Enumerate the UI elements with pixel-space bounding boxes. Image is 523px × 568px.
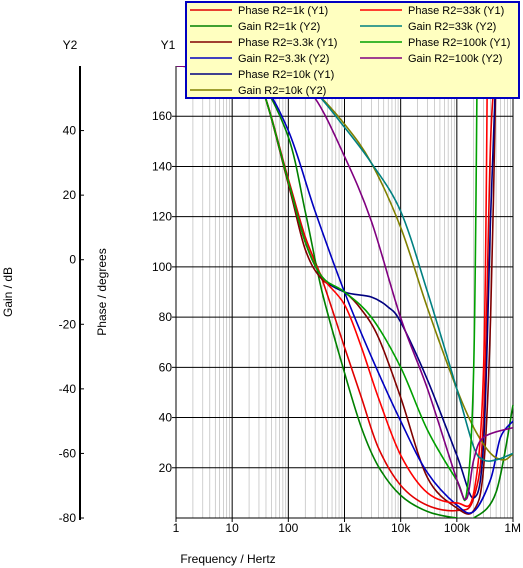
y2-tick-label: -60 xyxy=(59,446,77,460)
y1-tick-label: 100 xyxy=(152,260,172,274)
legend-label: Gain R2=3.3k (Y2) xyxy=(238,53,329,65)
legend: Phase R2=1k (Y1) Gain R2=1k (Y2) Phase R2=… xyxy=(185,1,520,99)
y1-tick-label: 20 xyxy=(159,461,173,475)
x-axis-label: Frequency / Hertz xyxy=(180,552,275,566)
y1-tick-label: 140 xyxy=(152,159,172,173)
legend-label: Phase R2=10k (Y1) xyxy=(238,69,334,81)
x-tick-label: 1k xyxy=(338,521,352,535)
y1-axis-title: Y1 xyxy=(161,38,176,52)
legend-label: Phase R2=100k (Y1) xyxy=(408,37,510,49)
y1-tick-label: 160 xyxy=(152,109,172,123)
x-tick-label: 10 xyxy=(225,521,239,535)
legend-box xyxy=(185,1,520,99)
x-tick-labels: 1 10 100 1k 10k 100k 1M xyxy=(173,518,521,535)
legend-label: Phase R2=3.3k (Y1) xyxy=(238,37,337,49)
y1-tick-label: 120 xyxy=(152,210,172,224)
series-group xyxy=(176,66,514,518)
series-line-9 xyxy=(176,66,478,502)
x-tick-label: 100 xyxy=(278,521,298,535)
y1-tick-label: 80 xyxy=(159,310,173,324)
legend-label: Gain R2=33k (Y2) xyxy=(408,21,496,33)
y1-axis-label: Phase / degrees xyxy=(95,248,109,335)
y2-tick-label: 20 xyxy=(63,188,77,202)
y2-tick-labels: -80 -60 -40 -20 0 20 40 xyxy=(59,124,84,525)
legend-label: Gain R2=10k (Y2) xyxy=(238,85,326,97)
y2-tick-label: 40 xyxy=(63,124,77,138)
legend-label: Phase R2=33k (Y1) xyxy=(408,5,504,17)
y1-tick-label: 60 xyxy=(159,360,173,374)
y2-tick-label: -20 xyxy=(59,317,77,331)
y2-tick-label: -80 xyxy=(59,511,77,525)
legend-label: Phase R2=1k (Y1) xyxy=(238,5,328,17)
x-tick-label: 100k xyxy=(444,521,471,535)
x-tick-label: 1M xyxy=(504,521,521,535)
legend-label: Gain R2=1k (Y2) xyxy=(238,21,320,33)
y2-axis-label: Gain / dB xyxy=(1,267,15,317)
y2-tick-label: -40 xyxy=(59,382,77,396)
y1-tick-labels: 20 40 60 80 100 120 140 160 xyxy=(152,109,176,475)
y1-tick-label: 40 xyxy=(159,411,173,425)
y2-axis-title: Y2 xyxy=(63,38,78,52)
x-tick-label: 1 xyxy=(173,521,180,535)
y2-tick-label: 0 xyxy=(69,253,76,267)
x-tick-label: 10k xyxy=(391,521,411,535)
legend-label: Gain R2=100k (Y2) xyxy=(408,53,502,65)
